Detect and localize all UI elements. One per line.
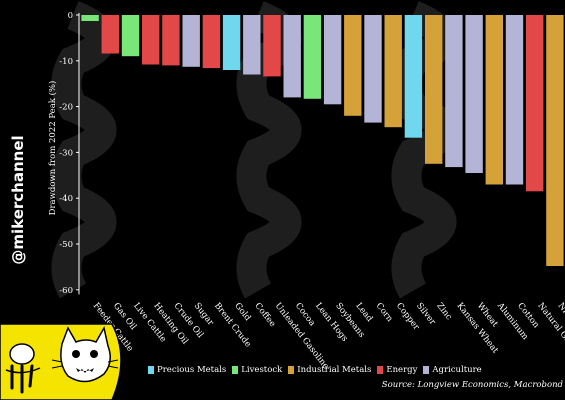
bar-lead [344,15,362,116]
y-tick-label: 0 [68,11,73,21]
bar-coffee [243,15,261,75]
legend-swatch [148,366,154,374]
bar-copper [384,15,402,128]
channel-watermark: @mikerchannel [0,130,38,270]
legend-item: Industrial Metals [288,365,371,375]
bar-heating-oil [142,15,160,65]
legend-item: Precious Metals [148,365,226,375]
watermark-text: @mikerchannel [9,135,27,265]
cartoon-logo-badge [0,323,122,400]
bar-nickel [546,15,564,266]
legend-label: Industrial Metals [297,365,372,375]
bar-feeder-cattle [81,15,99,21]
y-tick-label: -30 [59,148,73,158]
bar-brent-crude [202,15,221,69]
y-axis: 0 -10 -20 -30 -40 -50 -60 [59,11,80,296]
legend-label: Precious Metals [157,365,227,375]
y-axis-title: Drawdown from 2022 Peak (%) [47,81,58,216]
wave-stripe [51,1,117,299]
source-note: Source: Longview Economics, Macrobond [381,380,563,390]
bar-cotton [505,15,524,185]
bar-natural-gas [526,15,544,192]
bar-live-cattle [121,15,140,57]
bar-kansas-wheat [445,15,463,168]
x-category-label: Corn [374,301,395,324]
bar-gas-oil [101,15,119,54]
bar-wheat [465,15,483,173]
bar-soybeans [323,15,342,105]
bar-sugar [182,15,200,67]
bar-corn [364,15,382,123]
bar-aluminum [485,15,503,185]
legend-label: Energy [386,365,418,375]
bar-gold [222,15,241,70]
bars-layer [81,15,564,266]
legend-label: Livestock [241,365,283,375]
legend-swatch [288,366,295,374]
bar-crude-oil [162,15,180,66]
legend-item: Agriculture [423,365,482,375]
bar-zinc [425,15,443,164]
legend-label: Agriculture [432,365,482,375]
y-tick-label: -40 [59,194,73,204]
bar-cocoa [283,15,301,98]
legend-item: Energy [377,365,417,375]
legend: Precious Metals Livestock Industrial Metal… [148,365,482,375]
legend-swatch [232,366,239,374]
bar-silver [404,15,423,138]
legend-item: Livestock [232,365,282,375]
bar-lean-hogs [303,15,322,99]
y-tick-label: -10 [59,57,73,67]
y-tick-label: -50 [59,240,73,250]
legend-swatch [377,366,384,374]
y-tick-label: -60 [59,286,73,296]
bar-unleaded-gasoline [263,15,281,77]
legend-swatch [423,366,430,374]
y-tick-label: -20 [59,103,73,113]
